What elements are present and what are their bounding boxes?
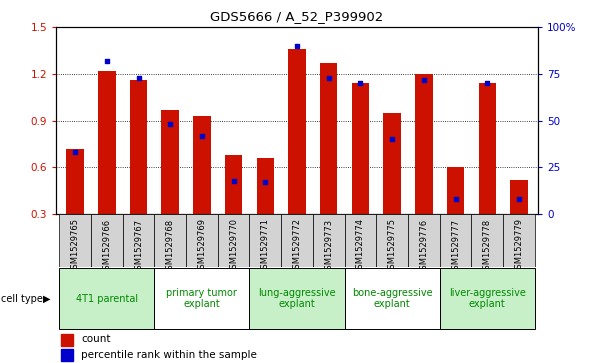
Point (514, 196, 524, 202)
Point (165, 122, 175, 127)
Point (356, 80, 365, 86)
Bar (478, 83, 496, 261)
Bar (193, 116, 211, 261)
Bar (250, 268, 345, 329)
Text: GSM1529776: GSM1529776 (419, 219, 428, 274)
Bar (281, 214, 313, 267)
Text: lung-aggressive
explant: lung-aggressive explant (258, 288, 336, 309)
Bar (447, 167, 464, 261)
Bar (408, 214, 440, 267)
Text: GSM1529774: GSM1529774 (356, 219, 365, 274)
Bar (257, 158, 274, 261)
Bar (313, 214, 345, 267)
Bar (98, 71, 116, 261)
Bar (66, 149, 84, 261)
Text: count: count (81, 334, 110, 344)
Text: GSM1529777: GSM1529777 (451, 219, 460, 274)
Bar (155, 214, 186, 267)
Text: percentile rank within the sample: percentile rank within the sample (81, 350, 257, 360)
Text: ▶: ▶ (42, 294, 50, 303)
Text: bone-aggressive
explant: bone-aggressive explant (352, 288, 432, 309)
Text: GSM1529778: GSM1529778 (483, 219, 492, 274)
Point (197, 133, 206, 139)
Point (229, 178, 238, 183)
Bar (345, 214, 376, 267)
Bar (320, 63, 337, 261)
Bar (155, 268, 250, 329)
Text: GSM1529772: GSM1529772 (293, 219, 301, 274)
Bar (345, 268, 440, 329)
Point (292, 43, 301, 49)
Bar (376, 214, 408, 267)
Point (324, 75, 333, 81)
Bar (61, 334, 73, 346)
Bar (162, 110, 179, 261)
Text: GSM1529773: GSM1529773 (324, 219, 333, 274)
Text: GSM1529766: GSM1529766 (102, 219, 112, 274)
Bar (415, 74, 432, 261)
Title: GDS5666 / A_52_P399902: GDS5666 / A_52_P399902 (211, 10, 384, 23)
Bar (440, 214, 471, 267)
Bar (384, 113, 401, 261)
Text: GSM1529770: GSM1529770 (229, 219, 238, 274)
Point (483, 80, 492, 86)
Bar (471, 214, 503, 267)
Text: GSM1529771: GSM1529771 (261, 219, 270, 274)
Text: GSM1529779: GSM1529779 (514, 219, 523, 274)
Text: GSM1529767: GSM1529767 (134, 219, 143, 274)
Bar (61, 349, 73, 362)
Bar (352, 83, 369, 261)
Point (261, 179, 270, 185)
Point (134, 75, 143, 81)
Bar (218, 214, 250, 267)
Text: primary tumor
explant: primary tumor explant (166, 288, 237, 309)
Bar (225, 155, 242, 261)
Bar (130, 80, 148, 261)
Bar (440, 268, 535, 329)
Point (70, 150, 80, 155)
Text: liver-aggressive
explant: liver-aggressive explant (449, 288, 526, 309)
Text: 4T1 parental: 4T1 parental (76, 294, 138, 303)
Bar (59, 214, 91, 267)
Bar (503, 214, 535, 267)
Bar (186, 214, 218, 267)
Point (419, 77, 428, 82)
Bar (250, 214, 281, 267)
Point (388, 136, 397, 142)
Point (102, 58, 112, 64)
Point (451, 196, 460, 202)
Bar (91, 214, 123, 267)
Text: GSM1529769: GSM1529769 (198, 219, 206, 274)
Bar (510, 180, 528, 261)
Bar (59, 268, 155, 329)
Text: GSM1529768: GSM1529768 (166, 219, 175, 274)
Bar (289, 49, 306, 261)
Text: GSM1529765: GSM1529765 (71, 219, 80, 274)
Text: cell type: cell type (1, 294, 43, 303)
Bar (123, 214, 155, 267)
Text: GSM1529775: GSM1529775 (388, 219, 396, 274)
